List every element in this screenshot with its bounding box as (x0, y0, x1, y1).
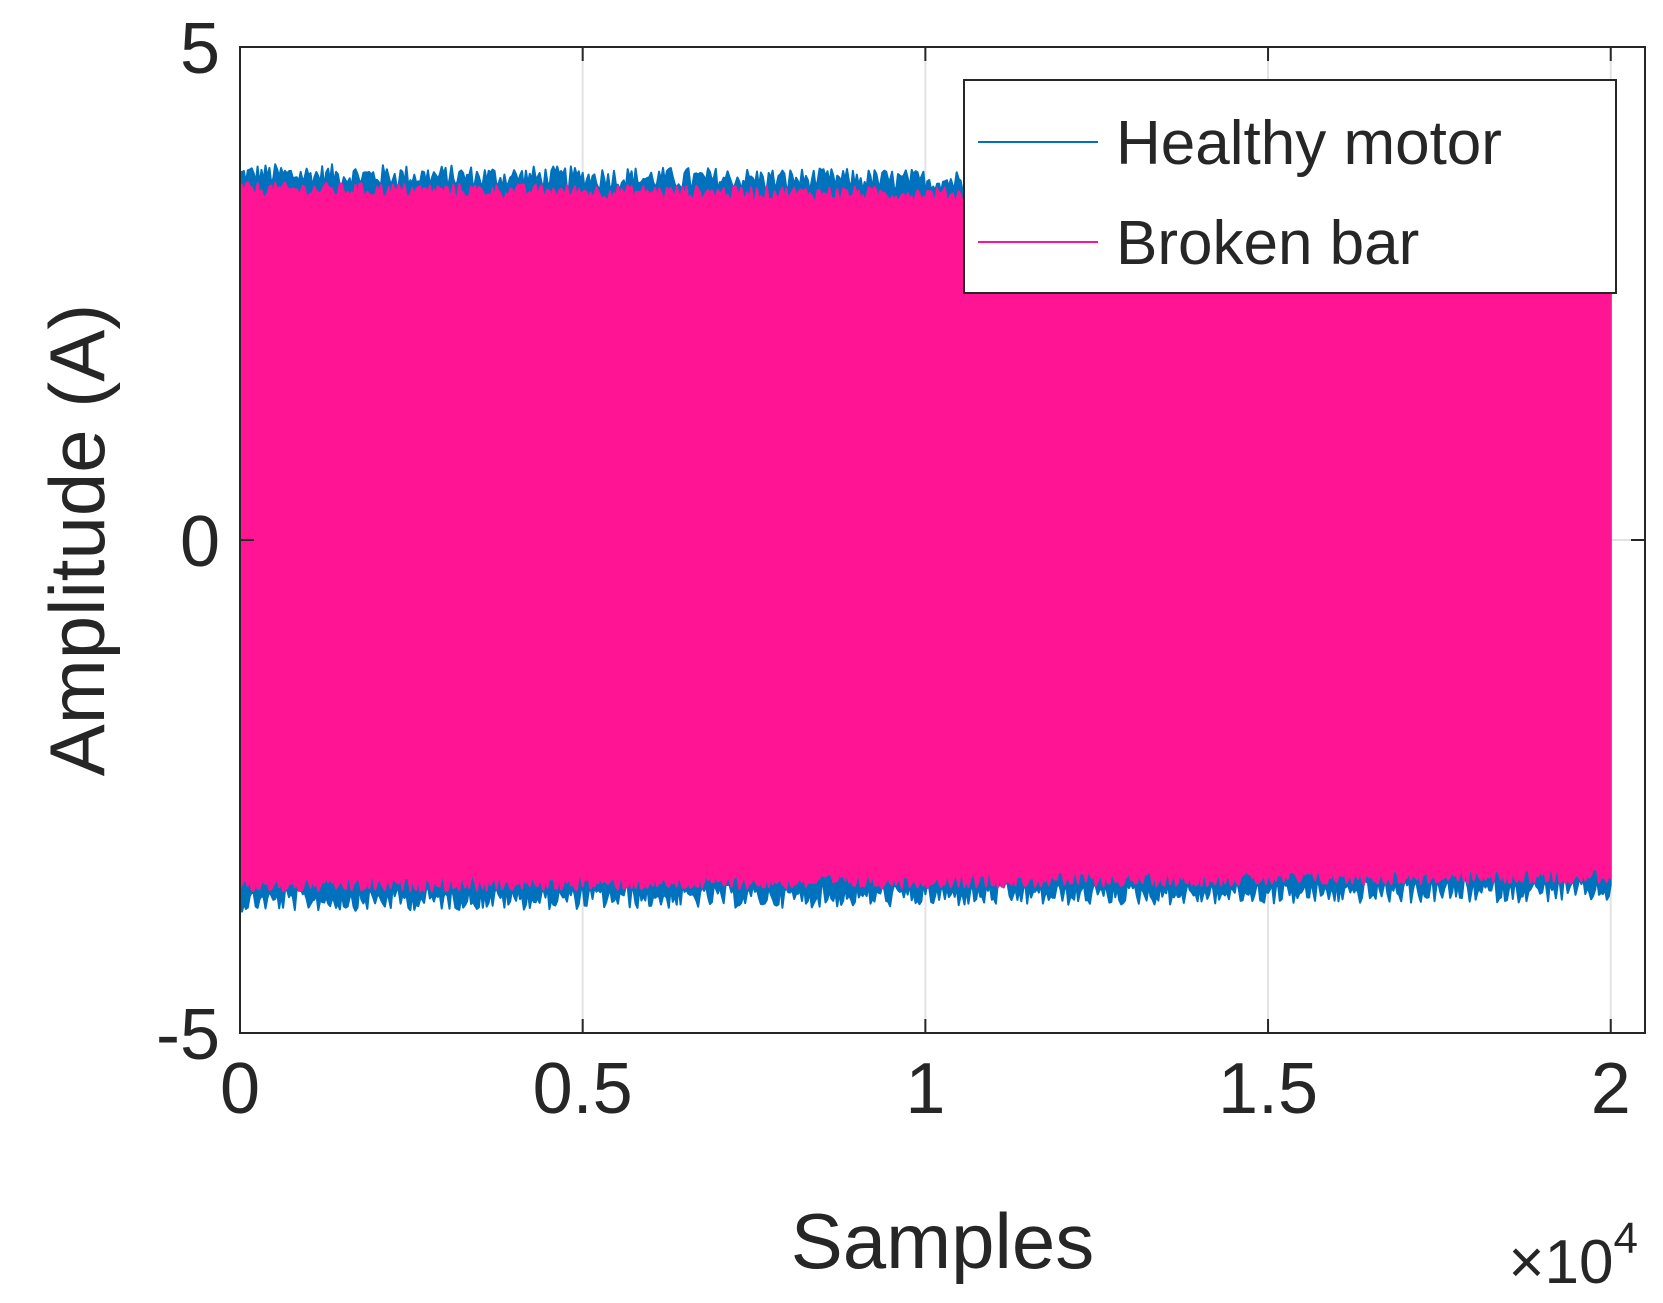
legend: Healthy motor Broken bar (963, 79, 1617, 294)
tick-labels: 0 0.5 1 1.5 2-505 (156, 9, 1631, 1129)
x-axis-label: Samples (791, 1197, 1094, 1285)
x-tick-label: 0 (220, 1049, 260, 1129)
x-tick-label: 0.5 (533, 1049, 633, 1129)
y-tick-label: 5 (180, 9, 220, 89)
x-tick-label: 1.5 (1218, 1049, 1318, 1129)
x-exponent-power: 4 (1614, 1214, 1638, 1263)
y-tick-label: -5 (156, 995, 220, 1075)
y-tick-label: 0 (180, 502, 220, 582)
y-axis-label: Amplitude (A) (33, 304, 121, 777)
series-layer (240, 163, 1612, 913)
legend-label-healthy-motor: Healthy motor (1116, 109, 1502, 178)
axis-ticks (239, 46, 1645, 1034)
x-exponent-base: ×10 (1508, 1228, 1613, 1297)
x-exponent-label: ×104 (1508, 1214, 1638, 1297)
x-tick-label: 2 (1591, 1049, 1631, 1129)
legend-box (963, 79, 1617, 294)
series-broken-bar (240, 181, 1612, 893)
x-tick-label: 1 (905, 1049, 945, 1129)
legend-label-broken-bar: Broken bar (1116, 209, 1419, 278)
